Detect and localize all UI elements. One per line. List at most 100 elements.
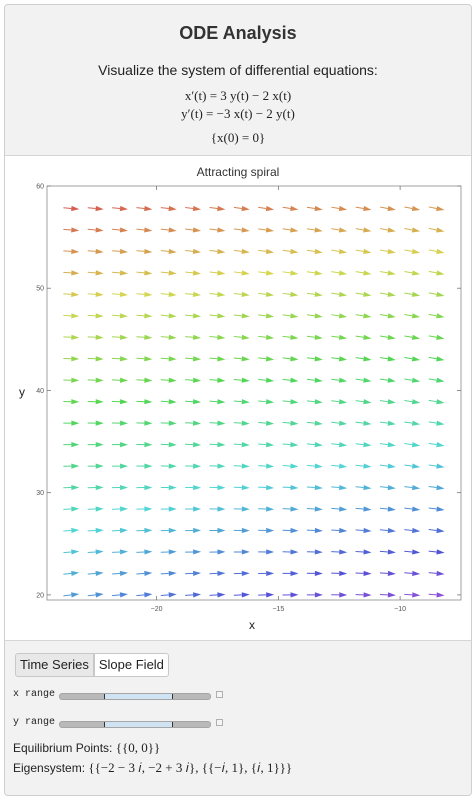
y-tick-label: 40 xyxy=(36,388,44,395)
field-arrow-head xyxy=(412,549,421,555)
y-range-expand-icon[interactable] xyxy=(216,719,223,726)
field-arrow-head xyxy=(290,248,299,254)
field-arrow-shaft xyxy=(355,271,364,274)
field-arrow-head xyxy=(95,377,104,383)
field-arrow-head xyxy=(192,248,202,255)
field-arrow-shaft xyxy=(209,379,218,381)
y-range-selection[interactable] xyxy=(103,722,173,727)
field-arrow-head xyxy=(95,527,104,534)
field-arrow-head xyxy=(217,227,226,233)
field-arrow-head xyxy=(71,463,80,469)
field-arrow-head xyxy=(95,549,104,555)
field-arrow-shaft xyxy=(209,336,218,338)
field-arrow-shaft xyxy=(63,250,72,252)
field-arrow-head xyxy=(387,399,396,405)
field-arrow-shaft xyxy=(282,378,291,381)
field-arrow-shaft xyxy=(282,292,291,295)
field-arrow-head xyxy=(144,506,153,512)
field-arrow-head xyxy=(95,420,104,426)
field-arrow-shaft xyxy=(428,593,437,596)
field-arrow-head xyxy=(290,420,299,426)
field-arrow-shaft xyxy=(233,379,242,381)
field-arrow-shaft xyxy=(136,228,145,231)
field-arrow-head xyxy=(95,592,104,598)
field-arrow-shaft xyxy=(282,465,291,467)
plot-title: Attracting spiral xyxy=(196,165,280,179)
field-arrow-head xyxy=(119,313,129,319)
field-arrow-shaft xyxy=(185,271,194,274)
tab-slope-field[interactable]: Slope Field xyxy=(93,653,169,677)
field-arrow-shaft xyxy=(258,422,267,424)
field-arrow-shaft xyxy=(233,314,242,317)
field-arrow-shaft xyxy=(428,270,437,274)
field-arrow-head xyxy=(363,313,372,319)
field-arrow-head xyxy=(71,420,80,426)
field-arrow-head xyxy=(339,484,348,491)
field-arrow-head xyxy=(266,592,275,598)
field-arrow-shaft xyxy=(404,335,413,338)
field-arrow-head xyxy=(168,291,177,297)
field-arrow-head xyxy=(363,377,372,383)
field-arrow-shaft xyxy=(355,206,364,209)
field-arrow-shaft xyxy=(185,207,194,209)
field-arrow-head xyxy=(387,334,396,340)
field-arrow-shaft xyxy=(404,313,413,317)
field-arrow-shaft xyxy=(136,250,145,252)
ode-analysis-panel: ODE Analysis Visualize the system of dif… xyxy=(4,4,472,796)
field-arrow-head xyxy=(144,527,153,534)
field-arrow-head xyxy=(119,399,129,405)
field-arrow-head xyxy=(363,484,372,491)
y-tick-label: 30 xyxy=(36,490,44,497)
field-arrow-head xyxy=(338,442,348,448)
field-arrow-head xyxy=(363,420,372,426)
field-arrow-shaft xyxy=(355,378,364,381)
header: ODE Analysis Visualize the system of dif… xyxy=(5,5,471,155)
field-arrow-head xyxy=(265,270,275,276)
field-arrow-head xyxy=(217,291,226,297)
field-arrow-head xyxy=(387,570,396,577)
field-arrow-head xyxy=(338,248,348,254)
field-arrow-shaft xyxy=(428,529,437,531)
field-arrow-shaft xyxy=(331,378,340,381)
field-arrow-shaft xyxy=(355,292,364,295)
field-arrow-head xyxy=(436,527,445,534)
field-arrow-head xyxy=(338,356,348,362)
field-arrow-shaft xyxy=(258,271,267,274)
field-arrow-shaft xyxy=(404,356,413,360)
field-arrow-head xyxy=(412,527,421,534)
field-arrow-head xyxy=(193,463,202,469)
x-range-selection[interactable] xyxy=(103,694,173,699)
initial-condition: {x(0) = 0} xyxy=(210,130,266,145)
field-arrow-shaft xyxy=(63,271,72,274)
field-arrow-shaft xyxy=(404,507,413,510)
field-arrow-head xyxy=(314,334,323,340)
x-range-expand-icon[interactable] xyxy=(216,691,223,698)
field-arrow-head xyxy=(71,506,80,512)
field-arrow-shaft xyxy=(282,357,291,360)
field-arrow-head xyxy=(314,270,323,276)
field-arrow-shaft xyxy=(331,507,340,510)
field-arrow-head xyxy=(363,549,372,555)
field-arrow-head xyxy=(168,248,177,255)
field-arrow-head xyxy=(436,506,445,512)
y-tick-label: 60 xyxy=(36,184,44,191)
field-arrow-head xyxy=(314,463,323,469)
field-arrow-shaft xyxy=(258,335,267,338)
field-arrow-shaft xyxy=(428,227,437,231)
y-range-slider[interactable] xyxy=(59,721,211,728)
field-arrow-shaft xyxy=(63,228,72,231)
field-arrow-head xyxy=(363,570,372,577)
field-arrow-head xyxy=(217,506,226,512)
field-arrow-head xyxy=(411,506,421,512)
x-range-slider[interactable] xyxy=(59,693,211,700)
tab-time-series[interactable]: Time Series xyxy=(15,653,94,677)
field-arrow-head xyxy=(71,334,80,340)
field-arrow-head xyxy=(144,463,153,469)
field-arrow-head xyxy=(387,313,396,319)
view-tabs: Time Series Slope Field xyxy=(15,653,169,677)
field-arrow-shaft xyxy=(331,228,340,231)
field-arrow-head xyxy=(387,270,396,276)
field-arrow-head xyxy=(119,420,129,426)
field-arrow-shaft xyxy=(306,421,315,424)
field-arrow-head xyxy=(241,484,250,491)
